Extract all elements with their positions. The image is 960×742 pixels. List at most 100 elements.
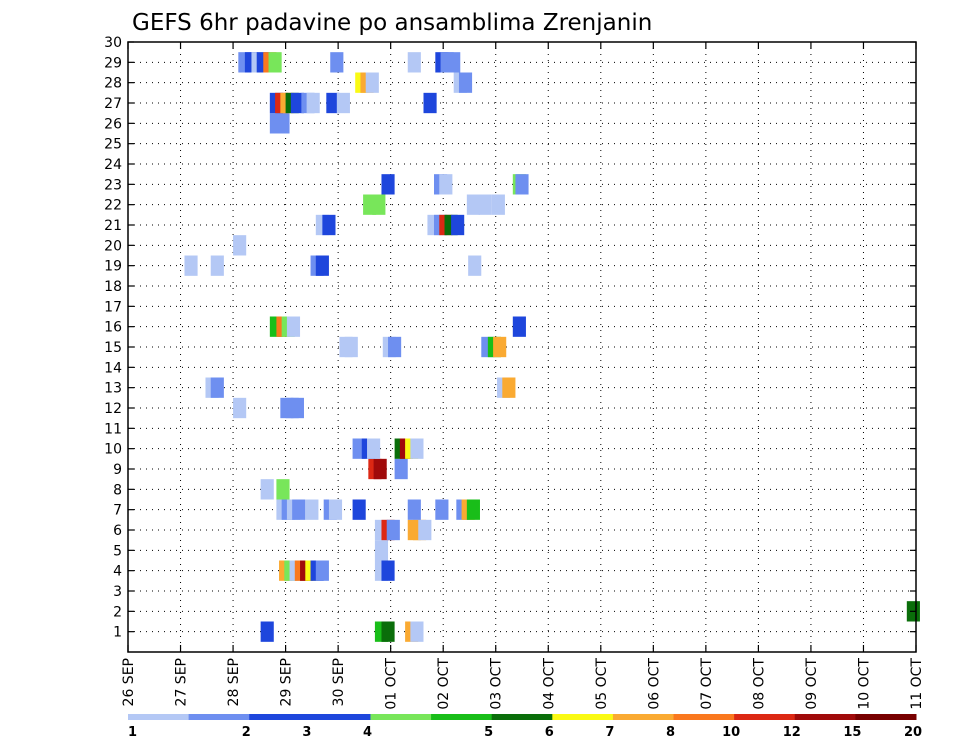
colorbar-segment — [188, 714, 250, 720]
y-tick-label: 18 — [104, 279, 122, 295]
data-cell — [410, 438, 424, 459]
colorbar-label: 15 — [843, 725, 861, 740]
chart-title: GEFS 6hr padavine po ansamblima Zrenjani… — [132, 10, 652, 36]
x-tick-label: 11 OCT — [909, 658, 925, 710]
data-cell — [466, 194, 480, 215]
y-tick-label: 10 — [104, 442, 122, 458]
colorbar-segment — [431, 714, 493, 720]
colorbar-segment — [552, 714, 614, 720]
y-tick-label: 28 — [104, 76, 122, 92]
x-tick-label: 04 OCT — [541, 658, 557, 710]
data-cell — [372, 194, 386, 215]
data-cell — [468, 255, 482, 276]
data-cell — [260, 479, 274, 500]
x-tick-label: 07 OCT — [699, 658, 715, 710]
colorbar-segment — [794, 714, 856, 720]
y-tick-label: 30 — [104, 35, 122, 51]
data-cell — [386, 519, 400, 541]
colorbar-label: 4 — [363, 725, 372, 740]
data-cell — [352, 499, 366, 520]
y-tick-label: 26 — [104, 116, 122, 132]
data-cell — [491, 194, 505, 215]
data-cell — [233, 397, 247, 419]
data-cell — [233, 235, 247, 256]
colorbar: 1 2 3 4 5 6 7 8 10 12 15 20 — [128, 714, 922, 740]
y-tick-label: 14 — [104, 360, 122, 376]
data-cell — [423, 92, 437, 114]
data-cell — [388, 336, 402, 358]
data-cell — [290, 92, 304, 114]
x-tick-label: 09 OCT — [804, 658, 820, 710]
data-cell — [276, 479, 290, 500]
data-cell — [381, 174, 395, 195]
x-tick-label: 10 OCT — [856, 658, 872, 710]
y-tick-label: 3 — [113, 584, 122, 600]
x-tick-label: 05 OCT — [594, 658, 610, 710]
data-cell — [502, 377, 516, 398]
y-axis: 1234567891011121314151617181920212223242… — [104, 35, 916, 641]
y-tick-label: 16 — [104, 320, 122, 336]
x-tick-label: 28 SEP — [226, 658, 242, 706]
colorbar-label: 20 — [904, 725, 922, 740]
x-tick-label: 29 SEP — [279, 658, 295, 706]
y-tick-label: 9 — [113, 462, 122, 478]
data-cell — [466, 499, 480, 520]
data-cell — [306, 92, 320, 114]
colorbar-label: 8 — [666, 725, 675, 740]
x-tick-label: 06 OCT — [646, 658, 662, 710]
x-axis: 26 SEP 27 SEP 28 SEP 29 SEP 30 SEP 01 OCT 02 O… — [121, 42, 925, 710]
y-tick-label: 4 — [113, 564, 122, 580]
data-cell — [512, 316, 526, 337]
colorbar-segment — [370, 714, 432, 720]
data-cell — [322, 214, 336, 236]
grid — [127, 41, 917, 652]
colorbar-segment — [309, 714, 371, 720]
y-tick-label: 29 — [104, 55, 122, 71]
y-tick-label: 1 — [113, 625, 122, 641]
colorbar-segment — [128, 714, 190, 720]
y-tick-label: 15 — [104, 340, 122, 356]
colorbar-segment — [734, 714, 796, 720]
x-tick-label: 02 OCT — [436, 658, 452, 710]
data-cell — [493, 336, 507, 358]
y-tick-label: 7 — [113, 503, 122, 519]
y-tick-label: 11 — [104, 421, 122, 437]
x-tick-label: 27 SEP — [174, 658, 190, 706]
data-cell — [276, 113, 290, 134]
plot-frame — [127, 41, 917, 653]
x-tick-label: 01 OCT — [384, 658, 400, 710]
y-tick-label: 17 — [104, 299, 122, 315]
data-cell — [315, 560, 329, 581]
data-cell — [394, 458, 408, 480]
data-cell — [410, 621, 424, 642]
data-cell — [447, 52, 461, 73]
data-cell — [328, 499, 343, 520]
data-cell — [458, 72, 473, 93]
data-cell — [367, 438, 381, 459]
y-tick-label: 23 — [104, 177, 122, 193]
data-cell — [478, 194, 492, 215]
colorbar-label: 2 — [242, 725, 251, 740]
data-cell — [515, 174, 529, 195]
colorbar-label: 5 — [484, 725, 493, 740]
colorbar-label: 3 — [302, 725, 311, 740]
colorbar-segment — [249, 714, 311, 720]
data-cell — [326, 92, 340, 114]
y-tick-label: 20 — [104, 238, 122, 254]
data-cell — [305, 499, 319, 520]
colorbar-segment — [855, 714, 917, 720]
colorbar-label: 12 — [783, 725, 801, 740]
data-cell — [330, 52, 344, 73]
data-cell — [439, 174, 453, 195]
x-tick-label: 03 OCT — [489, 658, 505, 710]
y-tick-label: 5 — [113, 543, 122, 559]
y-tick-label: 6 — [113, 523, 122, 539]
x-tick-label: 30 SEP — [331, 658, 347, 706]
colorbar-label: 7 — [605, 725, 614, 740]
data-cell — [381, 621, 395, 642]
data-cell — [374, 540, 389, 561]
y-tick-label: 12 — [104, 401, 122, 417]
data-cell — [336, 92, 350, 114]
colorbar-label: 1 — [128, 725, 137, 740]
